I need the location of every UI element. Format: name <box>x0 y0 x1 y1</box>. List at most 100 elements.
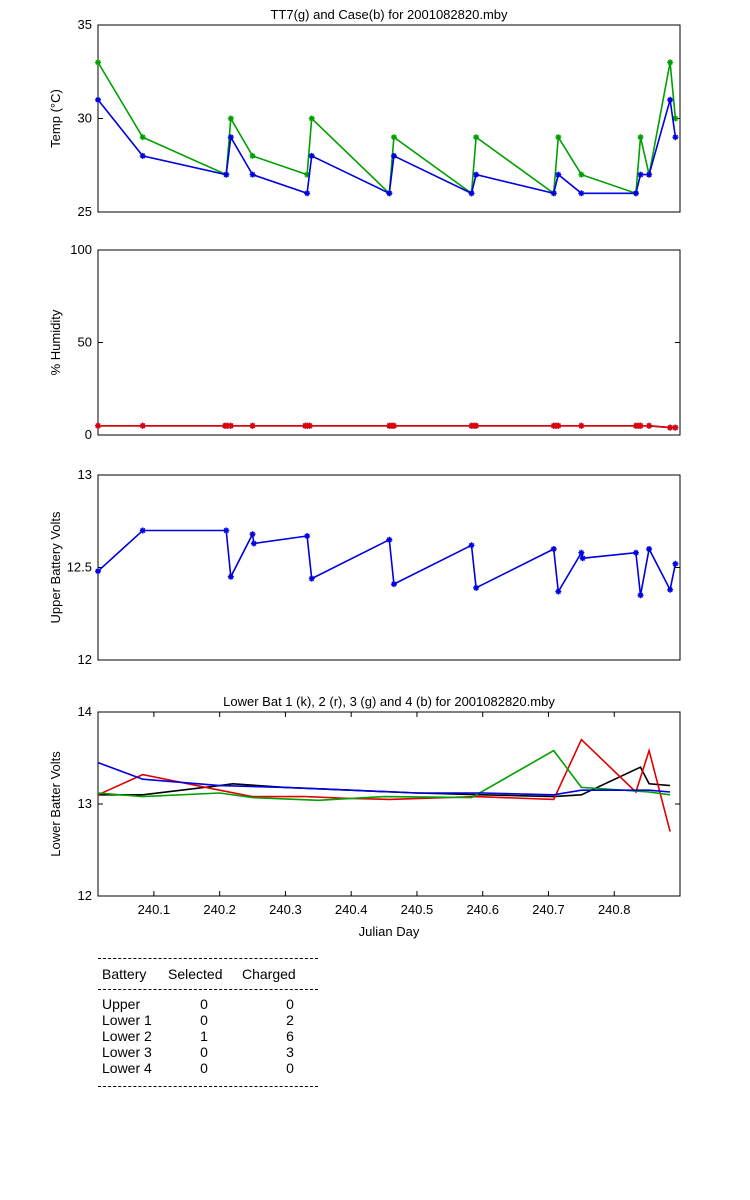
plot-frame <box>97 249 681 436</box>
y-tick-label: 30 <box>78 111 92 126</box>
data-point <box>390 581 397 588</box>
data-point <box>646 546 653 552</box>
y-tick-label: 100 <box>70 242 92 257</box>
data-point <box>95 59 101 66</box>
data-point <box>473 422 480 429</box>
data-point <box>139 134 146 141</box>
data-point <box>667 96 674 103</box>
plot-frame <box>97 711 681 897</box>
y-tick-label: 12.5 <box>67 560 92 575</box>
y-tick-label: 13 <box>78 467 92 482</box>
data-point <box>227 134 234 141</box>
table-row: Lower 2 1 6 <box>98 1028 318 1044</box>
data-point <box>555 171 562 178</box>
battery-name: Lower 3 <box>102 1044 152 1060</box>
x-tick-label: 240.2 <box>203 902 236 917</box>
data-point <box>468 190 475 197</box>
x-tick-label: 240.3 <box>269 902 302 917</box>
data-point <box>550 190 557 197</box>
data-point <box>637 134 644 141</box>
y-tick-label: 12 <box>78 652 92 667</box>
data-point <box>308 115 315 122</box>
data-point <box>227 422 234 429</box>
table-row: Lower 3 0 3 <box>98 1044 318 1060</box>
battery-summary-table: Battery Selected Charged Upper 0 0 Lower… <box>98 958 318 1087</box>
data-point <box>468 542 475 549</box>
chart-humidity: % Humidity 0 50 100 <box>48 242 681 442</box>
data-point <box>555 134 562 141</box>
data-point <box>637 422 644 429</box>
data-point <box>667 586 674 593</box>
selected-value: 0 <box>200 996 208 1012</box>
y-tick-label: 12 <box>78 888 92 903</box>
series-line-4 <box>97 761 671 796</box>
data-point <box>578 171 585 178</box>
series-line-1 <box>97 61 677 196</box>
y-axis-label: Temp (°C) <box>48 89 63 148</box>
selected-value: 1 <box>200 1028 208 1044</box>
data-point <box>386 190 393 197</box>
data-point <box>637 171 644 178</box>
data-point <box>473 134 480 141</box>
data-point <box>637 592 644 599</box>
data-point <box>646 422 653 429</box>
data-point <box>227 115 234 122</box>
battery-name: Upper <box>102 996 141 1012</box>
series-line-2 <box>97 99 677 195</box>
data-point <box>672 424 679 431</box>
table-divider <box>98 1086 318 1087</box>
y-axis-label: Lower Batter Volts <box>48 751 63 857</box>
data-point <box>578 190 585 197</box>
data-point <box>672 560 679 567</box>
data-point <box>223 527 230 534</box>
data-point <box>227 573 234 580</box>
table-header: Battery Selected Charged <box>98 959 318 989</box>
data-point <box>304 171 311 178</box>
data-point <box>672 115 679 122</box>
chart-temp: TT7(g) and Case(b) for 2001082820.mby Tem… <box>48 7 681 219</box>
data-point <box>308 575 315 582</box>
y-tick-label: 50 <box>78 335 92 350</box>
chart-lower: Lower Bat 1 (k), 2 (r), 3 (g) and 4 (b) … <box>48 694 681 939</box>
data-point <box>555 422 562 429</box>
selected-value: 0 <box>200 1060 208 1076</box>
data-point <box>672 134 679 141</box>
data-point <box>390 134 397 141</box>
data-point <box>304 533 311 540</box>
data-point <box>224 422 231 429</box>
data-point <box>249 531 256 538</box>
data-point <box>250 540 257 547</box>
data-point <box>95 568 101 575</box>
data-point <box>386 536 393 543</box>
y-tick-label: 13 <box>78 796 92 811</box>
data-point <box>578 549 585 556</box>
table-row: Lower 4 0 0 <box>98 1060 318 1076</box>
x-tick-label: 240.8 <box>598 902 631 917</box>
data-point <box>646 171 653 178</box>
data-point <box>667 424 674 431</box>
data-point <box>139 527 146 534</box>
series-line-3 <box>97 749 671 802</box>
x-tick-label: 240.1 <box>138 902 171 917</box>
plot-frame <box>97 24 681 213</box>
header-battery: Battery <box>102 966 147 982</box>
charged-value: 2 <box>286 1012 294 1028</box>
y-axis-label: Upper Battery Volts <box>48 511 63 623</box>
battery-name: Lower 1 <box>102 1012 152 1028</box>
y-tick-label: 25 <box>78 204 92 219</box>
x-tick-label: 240.4 <box>335 902 368 917</box>
data-point <box>578 422 585 429</box>
charged-value: 3 <box>286 1044 294 1060</box>
data-point <box>306 422 313 429</box>
data-point <box>579 555 586 562</box>
table-row: Lower 1 0 2 <box>98 1012 318 1028</box>
chart-title: TT7(g) and Case(b) for 2001082820.mby <box>270 7 508 22</box>
data-point <box>555 588 562 595</box>
data-point <box>473 584 480 591</box>
charged-value: 0 <box>286 1060 294 1076</box>
y-axis-label: % Humidity <box>48 309 63 375</box>
chart-figure: TT7(g) and Case(b) for 2001082820.mby Tem… <box>48 7 681 939</box>
chart-upper: Upper Battery Volts 12 12.5 13 <box>48 467 681 667</box>
data-point <box>632 549 639 556</box>
chart-title: Lower Bat 1 (k), 2 (r), 3 (g) and 4 (b) … <box>223 694 555 709</box>
